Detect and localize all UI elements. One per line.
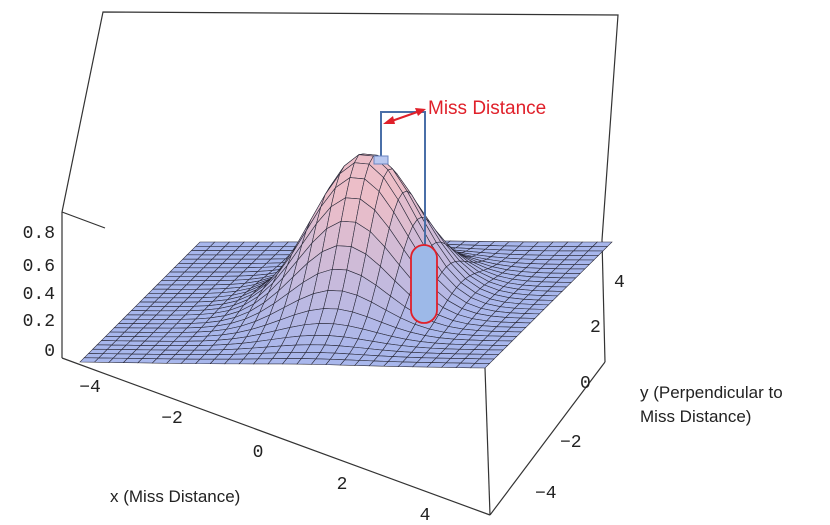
plot-box <box>61 11 619 363</box>
arrow-head <box>383 116 395 124</box>
z-tick-label: 0.8 <box>23 224 55 244</box>
mesh-cell <box>469 362 491 369</box>
box-edge <box>61 357 491 516</box>
z-tick-label: 0 <box>44 342 55 362</box>
box-edge <box>61 211 106 229</box>
arrow-head <box>415 108 426 116</box>
z-tick-label: 0.4 <box>23 285 55 305</box>
box-edge <box>484 367 491 516</box>
y-axis-label: Miss Distance) <box>640 407 751 426</box>
y-axis-label: y (Perpendicular to <box>640 383 783 402</box>
y-tick-label: −2 <box>560 433 582 453</box>
capsule <box>410 244 438 324</box>
box-top-back <box>61 11 619 241</box>
surface-mesh <box>79 153 613 369</box>
x-tick-label: 2 <box>337 475 348 495</box>
box-edge <box>489 361 606 516</box>
peak-cap <box>373 155 389 165</box>
leader-line <box>380 111 426 262</box>
x-axis-label: x (Miss Distance) <box>110 487 240 506</box>
annotation: Miss Distance <box>428 98 546 119</box>
y-tick-label: 2 <box>590 318 601 338</box>
x-tick-label: −2 <box>161 409 183 429</box>
z-tick-label: 0.2 <box>23 312 55 332</box>
y-tick-label: 4 <box>614 273 625 293</box>
box-edge <box>601 239 606 363</box>
x-tick-label: −4 <box>79 378 101 398</box>
z-tick-label: 0.6 <box>23 257 55 277</box>
x-tick-label: 0 <box>253 443 264 463</box>
box-front <box>61 211 606 516</box>
miss-distance-marker: Miss Distance <box>373 98 546 324</box>
x-tick-label: 4 <box>420 506 431 525</box>
y-tick-label: 0 <box>580 374 591 394</box>
y-tick-label: −4 <box>535 484 557 504</box>
